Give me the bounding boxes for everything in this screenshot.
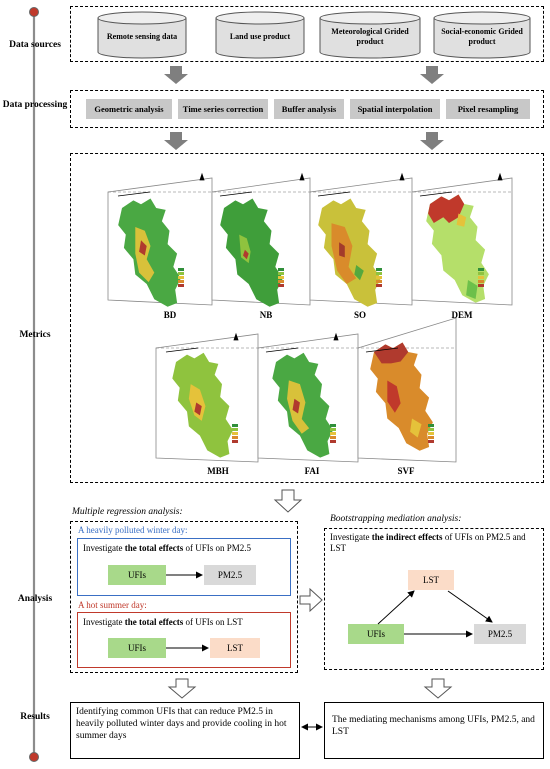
multiple-regression-box	[70, 521, 298, 673]
map-label-svf: SVF	[397, 466, 415, 476]
summer-lst-node: LST	[210, 638, 260, 658]
winter-pm25-node: PM2.5	[204, 565, 256, 585]
source-meteorological: Meteorological Grided product	[331, 27, 409, 46]
results-right-text: The mediating mechanisms among UFIs, PM2…	[332, 715, 535, 737]
stage-data-sources: Data sources	[9, 40, 61, 50]
bootstrap-text-pre: Investigate	[330, 532, 372, 542]
bootstrap-lst-node: LST	[408, 570, 454, 590]
bootstrap-box	[324, 528, 544, 670]
results-left-text: Identifying common UFIs that can reduce …	[76, 707, 287, 741]
metrics-box	[70, 153, 544, 483]
summer-text: Investigate the total effects of UFIs on…	[83, 617, 243, 628]
arrow-metrics-to-analysis	[273, 489, 303, 513]
bootstrap-ufis-node: UFIs	[348, 624, 404, 644]
arrow-regression-to-bootstrap	[299, 587, 323, 613]
map-label-nb: NB	[259, 310, 273, 320]
winter-text: Investigate the total effects of UFIs on…	[83, 543, 251, 554]
multiple-regression-title: Multiple regression analysis:	[72, 507, 183, 517]
map-label-bd: BD	[163, 310, 177, 320]
bootstrap-text-bold: the indirect effects	[371, 532, 443, 542]
summer-text-post: of UFIs on LST	[183, 617, 243, 627]
map-label-dem: DEM	[451, 310, 473, 320]
source-remote-sensing: Remote sensing data	[106, 32, 178, 41]
metric-maps	[107, 172, 513, 463]
results-right-box	[324, 702, 544, 759]
timeline-end-dot	[29, 752, 39, 762]
process-time-series-correction: Time series correction	[178, 99, 268, 119]
winter-text-post: of UFIs on PM2.5	[183, 543, 251, 553]
timeline-start-dot	[29, 7, 39, 17]
summer-box	[77, 612, 291, 668]
arrow-regression-to-results	[167, 678, 197, 699]
map-label-so: SO	[353, 310, 366, 320]
winter-day-title: A heavily polluted winter day:	[78, 525, 188, 535]
bootstrap-text-post: of UFIs on PM2.5 and LST	[330, 532, 526, 553]
data-source-cylinders	[97, 11, 531, 59]
data-sources-box	[70, 6, 544, 62]
source-land-use: Land use product	[229, 32, 291, 41]
stage-results: Results	[20, 712, 50, 722]
winter-text-pre: Investigate	[83, 543, 125, 553]
process-spatial-interpolation: Spatial interpolation	[350, 99, 440, 119]
summer-day-title: A hot summer day:	[78, 600, 147, 610]
stage-data-processing: Data processing	[2, 100, 68, 110]
winter-box	[77, 538, 291, 596]
stage-analysis: Analysis	[17, 594, 53, 604]
map-label-fai: FAI	[304, 466, 320, 476]
arrows-sources-to-processing	[164, 66, 444, 150]
process-geometric-analysis: Geometric analysis	[86, 99, 172, 119]
process-pixel-resampling: Pixel resampling	[446, 99, 530, 119]
process-buffer-analysis: Buffer analysis	[274, 99, 344, 119]
source-social-economic: Social-economic Grided product	[441, 27, 523, 46]
summer-ufis-node: UFIs	[108, 638, 166, 658]
winter-text-bold: the total effects	[124, 543, 184, 553]
stage-metrics: Metrics	[19, 330, 51, 340]
bootstrap-text: Investigate the indirect effects of UFIs…	[330, 532, 538, 554]
summer-text-pre: Investigate	[83, 617, 125, 627]
map-label-mbh: MBH	[207, 466, 229, 476]
results-left-box	[70, 702, 300, 759]
bootstrap-title: Bootstrapping mediation analysis:	[330, 514, 462, 524]
data-processing-box	[70, 90, 544, 128]
bootstrap-pm25-node: PM2.5	[474, 624, 526, 644]
timeline	[29, 7, 39, 762]
winter-ufis-node: UFIs	[108, 565, 166, 585]
summer-text-bold: the total effects	[124, 617, 184, 627]
arrow-bootstrap-to-results	[423, 678, 453, 699]
